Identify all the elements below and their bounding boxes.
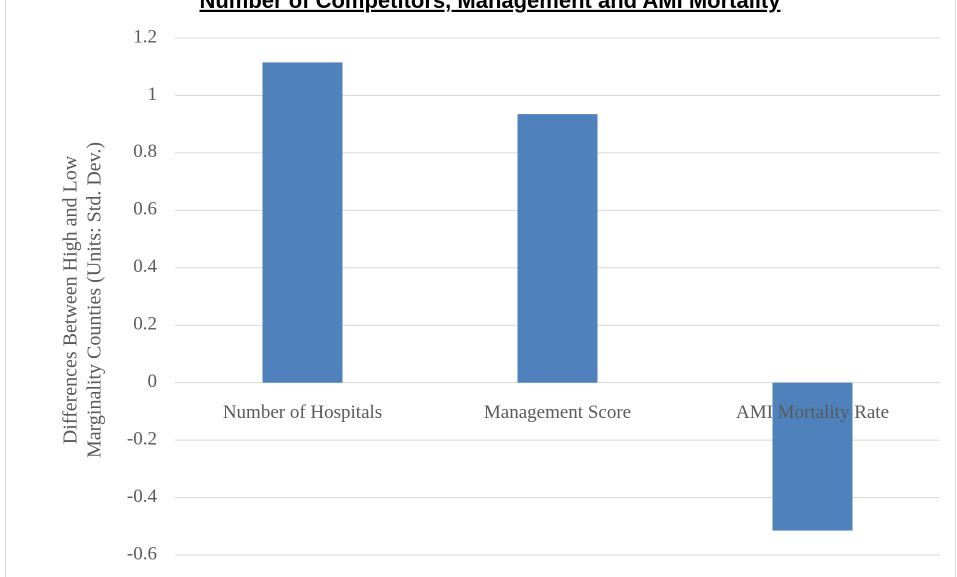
y-axis-title-line: Marginality Counties (Units: Std. Dev.) <box>84 142 106 458</box>
bar <box>772 382 853 531</box>
y-axis-title-line: Differences Between High and Low <box>60 155 82 444</box>
y-tick-label: -0.6 <box>127 543 157 564</box>
y-tick-label: 0.2 <box>133 314 157 335</box>
y-tick-label: 0.4 <box>133 256 157 277</box>
y-tick-label: 1 <box>148 84 158 105</box>
x-tick-label: Management Score <box>484 402 631 423</box>
x-tick-label: AMI Mortality Rate <box>736 402 889 423</box>
bar <box>262 62 343 383</box>
chart-border <box>5 0 956 577</box>
x-tick-label: Number of Hospitals <box>223 402 382 423</box>
y-tick-label: -0.4 <box>127 486 158 507</box>
y-axis-title: Differences Between High and Low Margina… <box>60 142 106 458</box>
y-tick-label: 0.6 <box>133 199 157 220</box>
y-tick-label: 1.2 <box>133 26 157 47</box>
bar <box>517 114 598 383</box>
y-tick-label: 0 <box>148 371 158 392</box>
y-tick-label: -0.2 <box>127 428 157 449</box>
chart-title: Number of Competitors, Management and AM… <box>199 0 781 13</box>
y-tick-label: 0.8 <box>133 141 157 162</box>
